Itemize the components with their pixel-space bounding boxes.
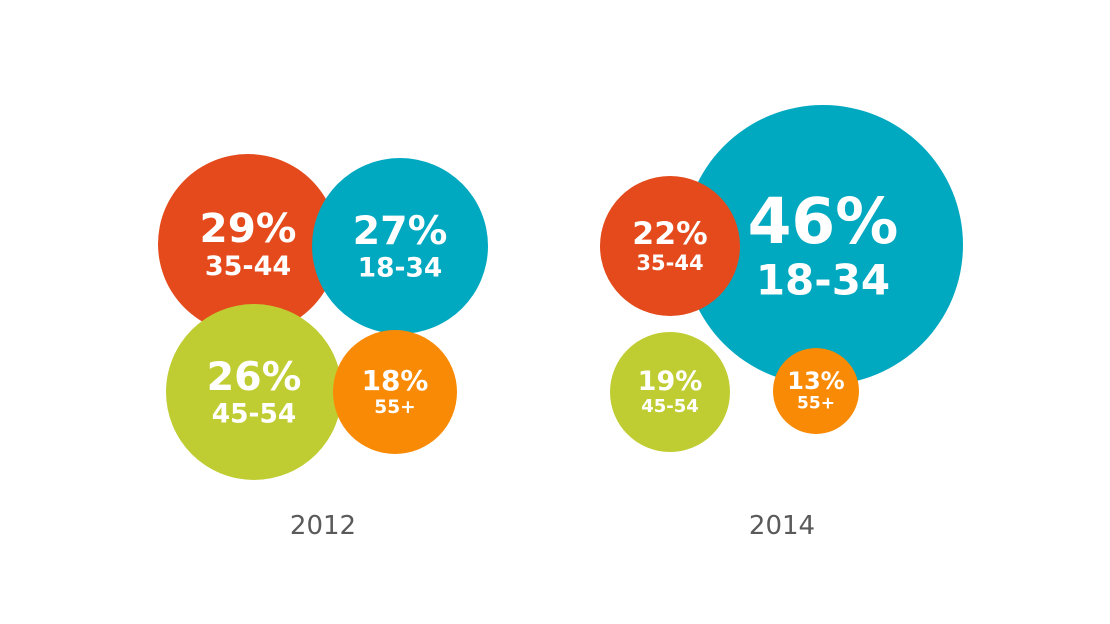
year-label-2014: 2014 [749,511,815,541]
bubble-2012-18-34 [312,158,488,334]
year-label-2012: 2012 [290,511,356,541]
bubble-2014-35-44 [600,176,740,316]
bubble-2014-18-34 [683,105,963,385]
bubble-2014-55plus [773,348,859,434]
panel-2014: 46%18-34 22%35-44 19%45-54 13%55+ 2014 [600,105,963,541]
bubbles-2012: 29%35-44 27%18-34 26%45-54 18%55+ [158,154,488,480]
category-label-2012-55plus: 55+ [374,397,415,418]
value-label-2012-35-44: 29% [200,204,297,252]
category-label-2012-18-34: 18-34 [358,252,442,283]
category-label-2012-45-54: 45-54 [212,398,296,429]
panel-2012: 29%35-44 27%18-34 26%45-54 18%55+ 2012 [158,154,488,541]
category-label-2014-55plus: 55+ [797,394,835,414]
value-label-2014-18-34: 46% [748,185,899,258]
category-label-2014-45-54: 45-54 [641,396,699,417]
value-label-2014-35-44: 22% [632,216,707,252]
bubble-2012-45-54 [166,304,342,480]
value-label-2012-45-54: 26% [207,354,302,400]
value-label-2012-18-34: 27% [353,208,448,254]
category-label-2014-35-44: 35-44 [636,251,703,275]
value-label-2014-55plus: 13% [787,367,844,395]
value-label-2014-45-54: 19% [638,366,703,397]
bubble-2014-45-54 [610,332,730,452]
category-label-2012-35-44: 35-44 [205,251,291,282]
bubble-2012-55plus [333,330,457,454]
bubble-2012-35-44 [158,154,338,334]
value-label-2012-55plus: 18% [362,364,429,397]
bubbles-2014: 46%18-34 22%35-44 19%45-54 13%55+ [600,105,963,452]
category-label-2014-18-34: 18-34 [756,256,890,305]
